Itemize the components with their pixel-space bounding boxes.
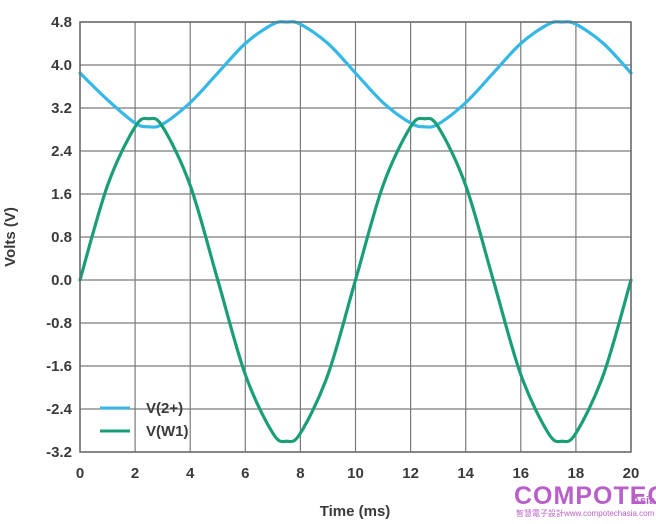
x-tick-label: 14 [457, 465, 474, 482]
y-tick-label: 0.0 [51, 272, 72, 289]
legend-label-vw1: V(W1) [146, 423, 189, 440]
y-axis-title: Volts (V) [2, 207, 19, 267]
legend-label-v2plus: V(2+) [146, 400, 183, 417]
y-tick-label: 4.0 [51, 57, 72, 74]
y-tick-label: 4.8 [51, 14, 72, 31]
tick-labels: 0 2 4 6 8 10 12 14 16 18 20 4.8 4.0 3.2 2.4 1.6 0.8 0.0 -0… [46, 14, 639, 482]
y-tick-label: 1.6 [51, 186, 72, 203]
x-tick-label: 10 [347, 465, 364, 482]
x-tick-label: 16 [512, 465, 529, 482]
grid [79, 21, 632, 453]
x-tick-label: 20 [623, 465, 640, 482]
watermark-main: COMPOTECH [514, 482, 656, 510]
x-tick-label: 18 [568, 465, 585, 482]
x-tick-label: 8 [296, 465, 304, 482]
x-tick-label: 6 [241, 465, 249, 482]
watermark-asia: Asia [632, 495, 656, 507]
series-line-vw1 [78, 116, 633, 444]
legend: V(2+) V(W1) [100, 400, 189, 440]
y-tick-label: -1.6 [46, 358, 72, 375]
x-axis-title: Time (ms) [320, 503, 391, 520]
y-tick-label: -0.8 [46, 315, 72, 332]
y-tick-label: -3.2 [46, 444, 72, 461]
x-tick-label: 2 [131, 465, 139, 482]
x-tick-label: 12 [402, 465, 419, 482]
y-tick-label: 0.8 [51, 229, 72, 246]
x-tick-label: 0 [76, 465, 84, 482]
watermark-sub: 智慧電子設計www.compotechasia.com [516, 508, 655, 518]
x-tick-label: 4 [186, 465, 195, 482]
y-tick-label: 2.4 [51, 143, 73, 160]
y-tick-label: -2.4 [46, 401, 73, 418]
plot-frame [79, 21, 632, 453]
y-tick-label: 3.2 [51, 100, 72, 117]
compotech-watermark: COMPOTECH Asia 智慧電子設計www.compotechasia.c… [514, 482, 656, 518]
series-lines [78, 20, 633, 444]
